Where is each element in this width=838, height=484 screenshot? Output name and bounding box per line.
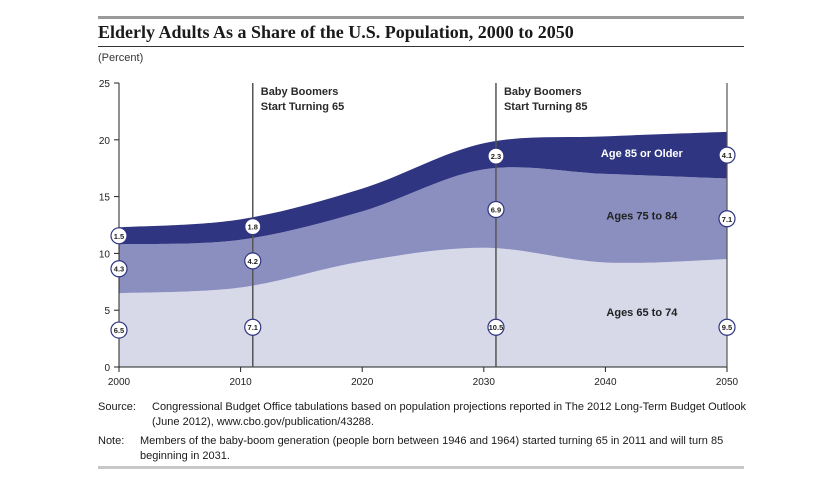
- data-label-badge: 6.9: [487, 200, 505, 219]
- annotation-label: Baby Boomers: [261, 86, 339, 98]
- note-label: Note:: [98, 435, 125, 447]
- data-label-badge: 1.5: [110, 227, 128, 245]
- data-label-badge: 7.1: [244, 318, 262, 336]
- data-label-text: 9.5: [722, 323, 732, 332]
- data-label-text: 4.3: [114, 265, 124, 274]
- x-tick-label: 2050: [716, 377, 739, 388]
- data-label-badge: 9.5: [718, 318, 736, 336]
- y-tick-label: 25: [99, 79, 111, 90]
- notes: Source: Congressional Budget Office tabu…: [98, 400, 748, 468]
- data-label-badge: 4.1: [718, 146, 736, 164]
- unit-label: (Percent): [98, 52, 144, 64]
- data-label-badge: 1.8: [244, 217, 262, 236]
- data-label-text: 4.2: [248, 257, 258, 266]
- source-label: Source:: [98, 401, 136, 413]
- y-tick-label: 0: [104, 363, 110, 374]
- x-tick-label: 2010: [229, 377, 252, 388]
- data-label-circle: [718, 146, 736, 164]
- note-row: Note: Members of the baby-boom generatio…: [98, 434, 748, 464]
- title-rule: [98, 46, 744, 47]
- source-row: Source: Congressional Budget Office tabu…: [98, 400, 748, 430]
- y-tick-label: 10: [99, 249, 111, 260]
- note-text: Members of the baby-boom generation (peo…: [140, 435, 724, 462]
- data-label-circle: [244, 318, 262, 336]
- x-tick-label: 2000: [108, 377, 131, 388]
- chart: 0 5 10 15 20 25 2000 2010 2020 2030 2040 2050 Baby B…: [99, 79, 739, 388]
- area-ages-65-74: [119, 247, 727, 367]
- x-tick-label: 2040: [594, 377, 617, 388]
- data-label-circle: [718, 210, 736, 228]
- data-label-badge: 4.2: [244, 252, 262, 270]
- data-label-circle: [718, 318, 736, 336]
- data-label-circle: [244, 252, 262, 270]
- x-tick-label: 2030: [473, 377, 496, 388]
- data-label-text: 1.8: [248, 223, 258, 232]
- data-label-text: 4.1: [722, 151, 732, 160]
- y-tick-label: 15: [99, 193, 111, 204]
- series-label-ages-75-84: Ages 75 to 84: [606, 210, 678, 222]
- data-label-badge: 6.5: [110, 321, 128, 339]
- data-label-circle: [110, 260, 128, 278]
- annotation-label: Start Turning 65: [261, 101, 345, 113]
- data-label-text: 6.9: [491, 205, 501, 214]
- data-label-text: 10.5: [489, 323, 504, 332]
- y-tick-label: 20: [99, 136, 111, 147]
- data-label-text: 6.5: [114, 326, 124, 335]
- data-label-circle: [487, 318, 505, 336]
- data-label-circle: [244, 217, 262, 236]
- data-label-circle: [487, 200, 505, 219]
- data-label-badge: 4.3: [110, 260, 128, 278]
- data-label-circle: [110, 321, 128, 339]
- data-label-text: 1.5: [114, 232, 124, 241]
- x-tick-label: 2020: [351, 377, 374, 388]
- source-text: Congressional Budget Office tabulations …: [152, 401, 746, 428]
- annotation-label: Baby Boomers: [504, 86, 582, 98]
- data-label-badge: 2.3: [487, 147, 505, 165]
- series-label-ages-65-74: Ages 65 to 74: [606, 307, 678, 319]
- data-label-circle: [110, 227, 128, 245]
- data-label-circle: [487, 147, 505, 165]
- data-label-text: 7.1: [722, 215, 732, 224]
- area-ages-75-84: [119, 167, 727, 294]
- top-rule: [98, 16, 744, 19]
- series-label-ages-85-older: Age 85 or Older: [601, 148, 684, 160]
- data-label-text: 7.1: [248, 323, 258, 332]
- bottom-rule: [98, 466, 744, 469]
- area-ages-85-older: [119, 131, 727, 245]
- annotation-label: Start Turning 85: [504, 101, 588, 113]
- chart-title: Elderly Adults As a Share of the U.S. Po…: [98, 22, 574, 42]
- data-label-text: 2.3: [491, 152, 501, 161]
- data-label-badge: 10.5: [487, 318, 505, 336]
- data-label-badge: 7.1: [718, 210, 736, 228]
- y-tick-label: 5: [104, 306, 110, 317]
